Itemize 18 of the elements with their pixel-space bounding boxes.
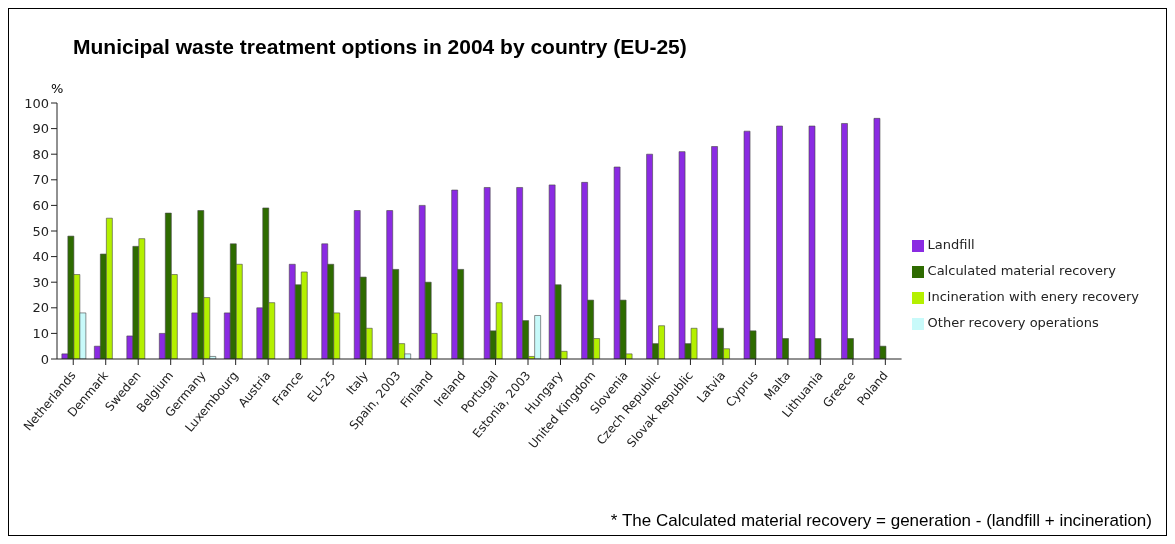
y-tick-label: 50 <box>32 223 49 239</box>
y-tick-label: 90 <box>32 121 49 137</box>
y-tick-label: 70 <box>32 172 49 188</box>
legend-label: Incineration with enery recovery <box>927 289 1139 304</box>
legend-label: Calculated material recovery <box>927 263 1116 278</box>
legend-label: Other recovery operations <box>927 315 1099 330</box>
y-tick-label: 0 <box>40 351 49 367</box>
chart-title: Municipal waste treatment options in 2004 by country (EU-25) <box>73 35 687 59</box>
y-tick-label: 80 <box>32 146 49 162</box>
y-tick-label: 40 <box>32 249 49 265</box>
bar <box>678 151 686 359</box>
y-tick-label: 20 <box>32 300 49 316</box>
y-tick-label: 10 <box>32 326 49 342</box>
y-axis-title: % <box>51 81 64 96</box>
y-tick-label: 60 <box>32 198 49 214</box>
text: * The Calculated material recovery = generation - (landfill + incineration) <box>610 511 1152 531</box>
legend-label: Landfill <box>927 237 975 252</box>
y-tick-label: 30 <box>32 274 49 290</box>
